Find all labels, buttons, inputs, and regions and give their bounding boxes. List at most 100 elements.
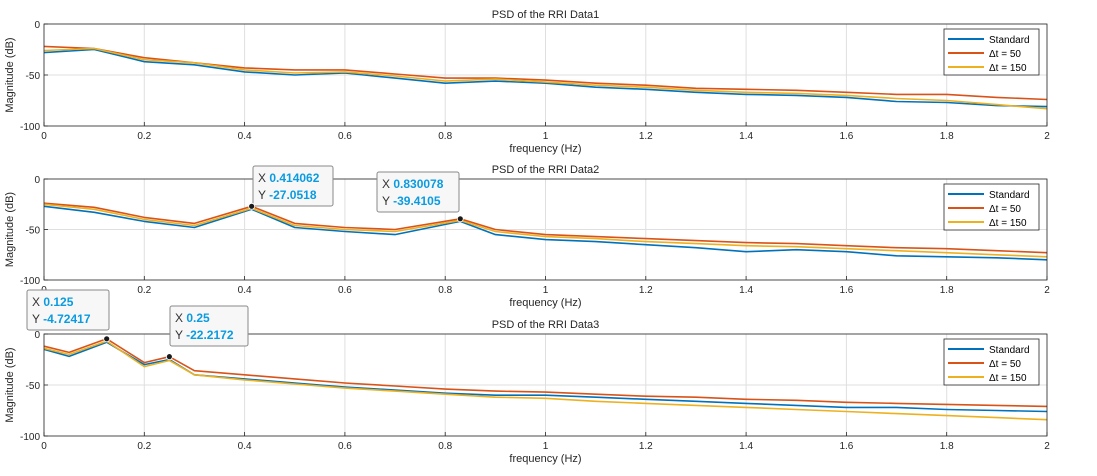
y-tick-label: -100 xyxy=(20,122,40,133)
legend: Standard Δt = 50 Δt = 150 xyxy=(943,28,1040,76)
legend-label: Standard xyxy=(989,190,1030,201)
x-tick-label: 0.2 xyxy=(137,285,151,296)
x-tick-label: 0.2 xyxy=(137,131,151,142)
legend-label: Δt = 50 xyxy=(989,204,1021,215)
series-line-1 xyxy=(43,205,1048,261)
legend: Standard Δt = 50 Δt = 150 xyxy=(943,338,1040,386)
x-tick-label: 0.6 xyxy=(338,285,352,296)
legend-label: Δt = 150 xyxy=(989,218,1027,229)
legend-label: Δt = 50 xyxy=(989,49,1021,60)
chart-title: PSD of the RRI Data3 xyxy=(492,319,600,331)
chart-title: PSD of the RRI Data1 xyxy=(492,9,600,21)
y-tick-label: -100 xyxy=(20,276,40,287)
series-line-3 xyxy=(43,203,1048,258)
datatip-y-key: Y xyxy=(175,328,186,342)
datatip-x-value: 0.414062 xyxy=(269,171,319,185)
datatip-y-text: Y -39.4105 xyxy=(382,194,441,208)
datatip-x-value: 0.830078 xyxy=(393,177,443,191)
datatip: X 0.125 Y -4.72417 xyxy=(26,289,111,343)
x-tick-label: 0.4 xyxy=(238,285,252,296)
x-tick-label: 0 xyxy=(41,131,47,142)
y-axis-label: Magnitude (dB) xyxy=(4,37,16,112)
series-line-1 xyxy=(43,48,1048,108)
chart-panel-3: 0 0.2 0.4 0.6 0.8 1 1.2 1.4 1.6 1.8 2 0 -50 -100 PSD o… xyxy=(4,289,1050,465)
datatip-marker xyxy=(456,215,464,223)
x-axis-label: frequency (Hz) xyxy=(509,453,581,465)
datatip-x-text: X 0.414062 xyxy=(258,171,320,185)
series-line-3 xyxy=(43,340,1048,421)
x-tick-label: 0 xyxy=(41,441,47,452)
y-tick-label: -50 xyxy=(26,381,41,392)
series-line-2 xyxy=(43,337,1048,408)
x-tick-label: 1.6 xyxy=(839,441,853,452)
y-tick-label: 0 xyxy=(34,20,40,31)
datatip-y-key: Y xyxy=(32,312,43,326)
x-tick-label: 2 xyxy=(1044,131,1050,142)
chart-panel-1: 0 0.2 0.4 0.6 0.8 1 1.2 1.4 1.6 1.8 2 0 -50 -100 PSD o… xyxy=(4,9,1050,155)
x-axis-label: frequency (Hz) xyxy=(509,297,581,309)
x-tick-label: 0.6 xyxy=(338,441,352,452)
x-tick-label: 0.8 xyxy=(438,285,452,296)
y-axis-label: Magnitude (dB) xyxy=(4,347,16,422)
x-tick-label: 1.4 xyxy=(739,441,753,452)
x-tick-label: 0.8 xyxy=(438,441,452,452)
x-axis-label: frequency (Hz) xyxy=(509,143,581,155)
datatip-x-text: X 0.125 xyxy=(32,295,74,309)
datatip-x-key: X xyxy=(175,311,186,325)
x-tick-label: 0.8 xyxy=(438,131,452,142)
datatip-y-value: -22.2172 xyxy=(186,328,234,342)
x-tick-label: 1 xyxy=(543,285,549,296)
datatip-y-key: Y xyxy=(258,188,269,202)
x-tick-label: 1.4 xyxy=(739,131,753,142)
datatip-x-text: X 0.830078 xyxy=(382,177,444,191)
y-tick-label: 0 xyxy=(34,330,40,341)
datatip-box xyxy=(252,165,334,207)
datatip-y-text: Y -22.2172 xyxy=(175,328,234,342)
series-line-1 xyxy=(43,341,1048,413)
datatip-marker xyxy=(103,335,111,343)
x-tick-label: 1 xyxy=(543,131,549,142)
x-tick-label: 1.6 xyxy=(839,131,853,142)
datatip-box xyxy=(169,305,249,347)
x-tick-label: 2 xyxy=(1044,285,1050,296)
datatip-y-key: Y xyxy=(382,194,393,208)
datatip-y-text: Y -27.0518 xyxy=(258,188,317,202)
datatip-x-key: X xyxy=(32,295,43,309)
datatip-x-text: X 0.25 xyxy=(175,311,210,325)
y-tick-label: 0 xyxy=(34,175,40,186)
x-tick-label: 1.2 xyxy=(639,285,653,296)
datatip-box xyxy=(376,171,460,213)
legend-label: Standard xyxy=(989,35,1030,46)
x-tick-label: 1.8 xyxy=(940,441,954,452)
x-tick-label: 1.4 xyxy=(739,285,753,296)
datatip-x-key: X xyxy=(258,171,269,185)
legend-label: Standard xyxy=(989,345,1030,356)
legend: Standard Δt = 50 Δt = 150 xyxy=(943,183,1040,231)
x-tick-label: 1.8 xyxy=(940,131,954,142)
datatip-y-value: -27.0518 xyxy=(269,188,317,202)
x-tick-label: 1.6 xyxy=(839,285,853,296)
series-line-3 xyxy=(43,47,1048,110)
datatip-y-text: Y -4.72417 xyxy=(32,312,91,326)
chart-title: PSD of the RRI Data2 xyxy=(492,164,600,176)
x-tick-label: 2 xyxy=(1044,441,1050,452)
x-tick-label: 1 xyxy=(543,441,549,452)
datatip-marker xyxy=(248,202,256,210)
datatip-y-value: -39.4105 xyxy=(393,194,441,208)
x-tick-label: 0.4 xyxy=(238,131,252,142)
y-tick-label: -50 xyxy=(26,226,41,237)
series-line-2 xyxy=(43,202,1048,254)
y-tick-label: -50 xyxy=(26,71,41,82)
datatip-x-value: 0.25 xyxy=(186,311,210,325)
datatip-x-value: 0.125 xyxy=(43,295,73,309)
x-tick-label: 1.8 xyxy=(940,285,954,296)
y-tick-label: -100 xyxy=(20,432,40,443)
x-tick-label: 1.2 xyxy=(639,441,653,452)
x-tick-label: 0.4 xyxy=(238,441,252,452)
x-tick-label: 0.2 xyxy=(137,441,151,452)
datatip-x-key: X xyxy=(382,177,393,191)
